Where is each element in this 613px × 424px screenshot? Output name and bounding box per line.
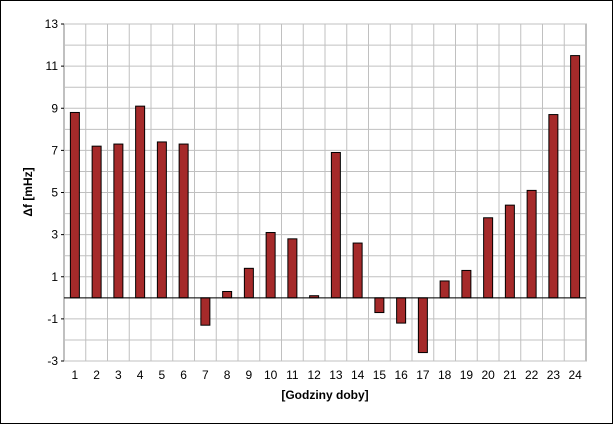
x-tick-label: 6 <box>180 368 187 382</box>
y-tick-label: 5 <box>51 186 58 200</box>
bar-hour-17 <box>417 297 428 354</box>
y-tick-label: 1 <box>51 270 58 284</box>
bar-hour-4 <box>135 105 146 299</box>
y-tick-label: -1 <box>47 312 58 326</box>
x-tick-label: 2 <box>93 368 100 382</box>
bar-hour-15 <box>374 297 385 314</box>
x-tick-label: 15 <box>373 368 387 382</box>
bars <box>69 55 581 354</box>
bar-hour-16 <box>396 297 407 324</box>
x-tick-label: 12 <box>307 368 321 382</box>
x-tick-label: 20 <box>481 368 495 382</box>
x-tick-label: 22 <box>525 368 539 382</box>
bar-hour-13 <box>330 151 341 299</box>
x-tick-label: 19 <box>460 368 474 382</box>
bar-hour-5 <box>156 141 167 299</box>
x-tick-label: 1 <box>72 368 79 382</box>
y-tick-label: 7 <box>51 143 58 157</box>
x-tick-label: 3 <box>115 368 122 382</box>
x-tick-label: 11 <box>286 368 299 382</box>
x-tick-label: 14 <box>351 368 365 382</box>
x-tick-label: 23 <box>547 368 561 382</box>
x-tick-label: 17 <box>416 368 430 382</box>
x-tick-label: 18 <box>438 368 452 382</box>
bar-hour-22 <box>526 189 537 299</box>
bar-hour-21 <box>504 204 515 299</box>
bar-hour-19 <box>461 269 472 299</box>
x-tick-label: 9 <box>246 368 253 382</box>
bar-hour-20 <box>483 217 494 299</box>
y-axis-title: Δf [mHz] <box>21 167 35 216</box>
bar-hour-23 <box>548 114 559 299</box>
y-tick-label: 11 <box>46 59 59 73</box>
y-tick-label: 9 <box>51 101 58 115</box>
x-tick-label: 7 <box>202 368 209 382</box>
y-tick-label: -3 <box>47 354 58 368</box>
x-tick-label: 5 <box>159 368 166 382</box>
bar-hour-9 <box>243 267 254 299</box>
bar-hour-3 <box>113 143 124 299</box>
bar-hour-1 <box>69 111 80 299</box>
bar-hour-2 <box>91 145 102 299</box>
y-tick-label: 3 <box>51 228 58 242</box>
bar-hour-11 <box>287 238 298 299</box>
bar-hour-6 <box>178 143 189 299</box>
x-tick-label: 16 <box>394 368 408 382</box>
x-tick-labels: 1 2 3 4 5 6 7 8 9 10 11 12 13 14 15 16 17 18 19 20 21 22 23 24 <box>72 368 583 382</box>
x-tick-label: 8 <box>224 368 231 382</box>
x-tick-label: 24 <box>568 368 582 382</box>
x-tick-label: 4 <box>137 368 144 382</box>
bar-hour-18 <box>439 280 450 299</box>
x-tick-label: 10 <box>264 368 278 382</box>
bar-hour-8 <box>222 290 233 299</box>
y-tick-label: 13 <box>45 17 59 31</box>
x-tick-label: 13 <box>329 368 343 382</box>
bar-hour-10 <box>265 232 276 299</box>
bar-hour-24 <box>570 55 581 299</box>
x-tick-label: 21 <box>503 368 517 382</box>
bar-hour-14 <box>352 242 363 299</box>
x-axis-title: [Godziny doby] <box>281 388 368 402</box>
bar-hour-7 <box>200 297 211 326</box>
